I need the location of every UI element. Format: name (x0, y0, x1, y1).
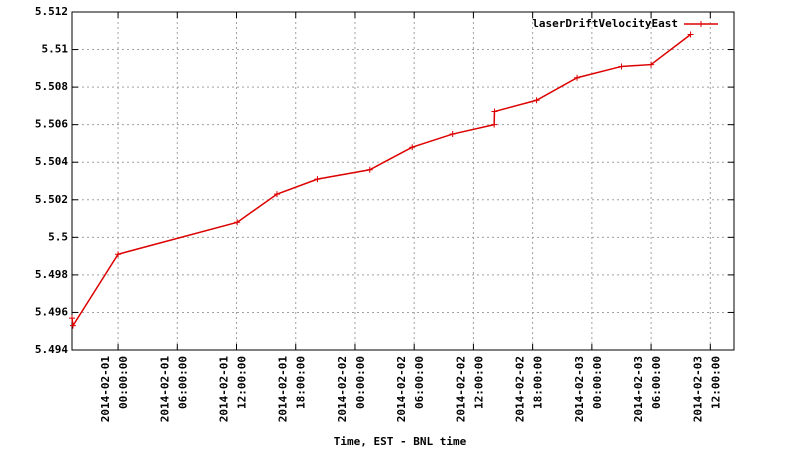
legend-marker (698, 21, 704, 27)
data-point (69, 322, 76, 329)
x-tick-label: 2014-02-02 06:00:00 (395, 356, 426, 422)
x-tick-label: 2014-02-02 18:00:00 (514, 356, 545, 422)
data-point (409, 144, 416, 151)
legend-label: laserDriftVelocityEast (532, 17, 678, 30)
data-point (314, 176, 321, 183)
data-point (491, 108, 498, 115)
x-tick-label: 2014-02-02 00:00:00 (336, 356, 367, 422)
data-line (71, 33, 692, 328)
data-point (69, 315, 75, 322)
data-point (491, 121, 498, 128)
data-point (618, 63, 625, 70)
y-tick-label: 5.504 (35, 155, 68, 168)
data-point (234, 219, 241, 226)
x-tick-label: 2014-02-03 06:00:00 (632, 356, 663, 422)
data-point (366, 166, 373, 173)
data-point (273, 191, 280, 198)
plot-frame (71, 11, 735, 351)
x-tick-label: 2014-02-03 00:00:00 (573, 356, 604, 422)
x-axis-label: Time, EST - BNL time (334, 435, 467, 448)
x-tick-label: 2014-02-01 00:00:00 (99, 356, 130, 423)
y-tick-label: 5.502 (35, 193, 68, 206)
y-tick-label: 5.5 (48, 230, 68, 243)
x-tick-label: 2014-02-01 06:00:00 (158, 356, 189, 423)
y-tick-label: 5.51 (42, 43, 69, 56)
y-tick-label: 5.506 (35, 118, 68, 131)
data-point (574, 74, 581, 81)
y-tick-label: 5.508 (35, 80, 68, 93)
data-point (115, 251, 122, 258)
x-tick-label: 2014-02-02 12:00:00 (454, 356, 485, 422)
data-point (533, 97, 540, 104)
x-tick-label: 2014-02-01 18:00:00 (277, 356, 308, 423)
y-tick-label: 5.494 (35, 343, 68, 356)
y-tick-label: 5.496 (35, 305, 68, 318)
y-tick-label: 5.512 (35, 5, 68, 18)
x-tick-label: 2014-02-03 12:00:00 (691, 356, 722, 422)
data-point (648, 61, 655, 68)
data-point (687, 31, 694, 38)
data-point (449, 131, 456, 138)
y-tick-label: 5.498 (35, 268, 68, 281)
x-tick-label: 2014-02-01 12:00:00 (218, 356, 249, 423)
